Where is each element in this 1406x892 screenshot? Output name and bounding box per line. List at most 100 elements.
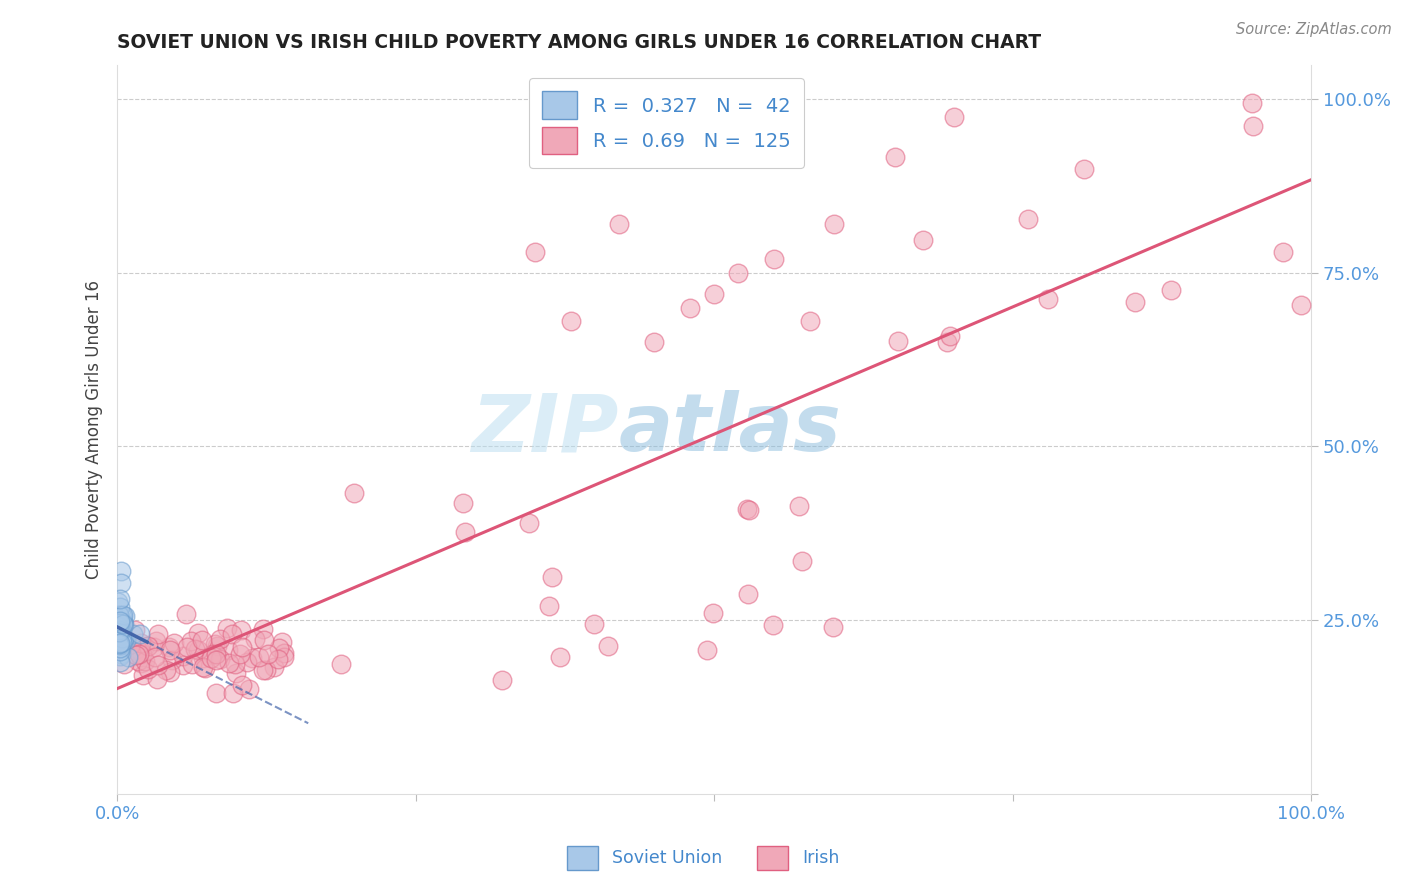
Point xyxy=(823,217,845,231)
Legend: Soviet Union, Irish: Soviet Union, Irish xyxy=(558,837,848,879)
Point xyxy=(942,110,965,124)
Text: ZIP: ZIP xyxy=(471,390,619,468)
Point xyxy=(727,266,749,280)
Point xyxy=(229,647,252,661)
Point xyxy=(112,657,135,671)
Point xyxy=(146,658,169,673)
Point xyxy=(112,617,135,632)
Point xyxy=(111,615,134,630)
Point xyxy=(134,654,156,668)
Point xyxy=(209,632,232,646)
Point xyxy=(108,625,131,640)
Point xyxy=(108,648,131,663)
Point xyxy=(1272,244,1295,259)
Point xyxy=(194,660,217,674)
Point xyxy=(207,639,229,653)
Point xyxy=(1291,298,1313,312)
Text: Source: ZipAtlas.com: Source: ZipAtlas.com xyxy=(1236,22,1392,37)
Point xyxy=(1017,211,1039,226)
Point xyxy=(138,662,160,676)
Point xyxy=(253,632,276,647)
Point xyxy=(823,620,845,634)
Point xyxy=(146,672,169,686)
Point xyxy=(122,626,145,640)
Point xyxy=(762,618,785,632)
Point xyxy=(738,503,761,517)
Point xyxy=(129,636,152,650)
Point xyxy=(162,653,184,667)
Point xyxy=(108,656,131,670)
Point xyxy=(538,599,561,614)
Point xyxy=(201,647,224,661)
Point xyxy=(110,643,132,657)
Point xyxy=(252,663,274,677)
Point xyxy=(936,334,959,349)
Point xyxy=(112,632,135,647)
Point xyxy=(224,657,246,671)
Point xyxy=(247,649,270,664)
Point xyxy=(159,642,181,657)
Point xyxy=(517,516,540,531)
Point xyxy=(136,639,159,653)
Point xyxy=(110,640,132,655)
Point xyxy=(125,648,148,662)
Legend: R =  0.327   N =  42, R =  0.69   N =  125: R = 0.327 N = 42, R = 0.69 N = 125 xyxy=(529,78,804,168)
Text: SOVIET UNION VS IRISH CHILD POVERTY AMONG GIRLS UNDER 16 CORRELATION CHART: SOVIET UNION VS IRISH CHILD POVERTY AMON… xyxy=(117,33,1042,52)
Point xyxy=(225,665,247,680)
Point xyxy=(273,649,295,664)
Point xyxy=(598,639,620,653)
Point xyxy=(143,640,166,654)
Point xyxy=(762,252,785,266)
Point xyxy=(883,151,905,165)
Point xyxy=(679,301,702,315)
Point xyxy=(114,633,136,648)
Point xyxy=(257,647,280,661)
Point xyxy=(174,607,197,621)
Point xyxy=(159,665,181,680)
Point xyxy=(108,617,131,632)
Point xyxy=(453,496,475,510)
Point xyxy=(217,621,239,635)
Point xyxy=(252,622,274,636)
Point xyxy=(200,651,222,665)
Point xyxy=(110,609,132,624)
Point xyxy=(108,638,131,652)
Point xyxy=(540,569,562,583)
Point xyxy=(737,587,759,601)
Point xyxy=(112,617,135,632)
Point xyxy=(128,647,150,661)
Point xyxy=(114,638,136,652)
Y-axis label: Child Poverty Among Girls Under 16: Child Poverty Among Girls Under 16 xyxy=(86,279,103,579)
Point xyxy=(231,677,253,691)
Point xyxy=(703,286,725,301)
Point xyxy=(205,685,228,699)
Point xyxy=(524,245,547,260)
Point xyxy=(108,615,131,629)
Point xyxy=(1160,284,1182,298)
Point xyxy=(240,650,263,665)
Point xyxy=(911,233,934,247)
Point xyxy=(270,635,292,649)
Point xyxy=(155,663,177,677)
Point xyxy=(1073,162,1095,177)
Point xyxy=(108,608,131,623)
Point xyxy=(208,652,231,666)
Point xyxy=(582,617,605,632)
Point xyxy=(191,632,214,647)
Point xyxy=(114,637,136,651)
Point xyxy=(108,637,131,651)
Point xyxy=(120,637,142,651)
Point xyxy=(127,654,149,668)
Point xyxy=(1123,294,1146,309)
Point xyxy=(560,314,582,328)
Point xyxy=(115,632,138,647)
Point xyxy=(132,668,155,682)
Point xyxy=(236,655,259,669)
Point xyxy=(204,637,226,651)
Point xyxy=(204,647,226,661)
Point xyxy=(110,648,132,662)
Point xyxy=(939,329,962,343)
Point xyxy=(107,595,129,609)
Point xyxy=(186,643,208,657)
Point xyxy=(181,657,204,671)
